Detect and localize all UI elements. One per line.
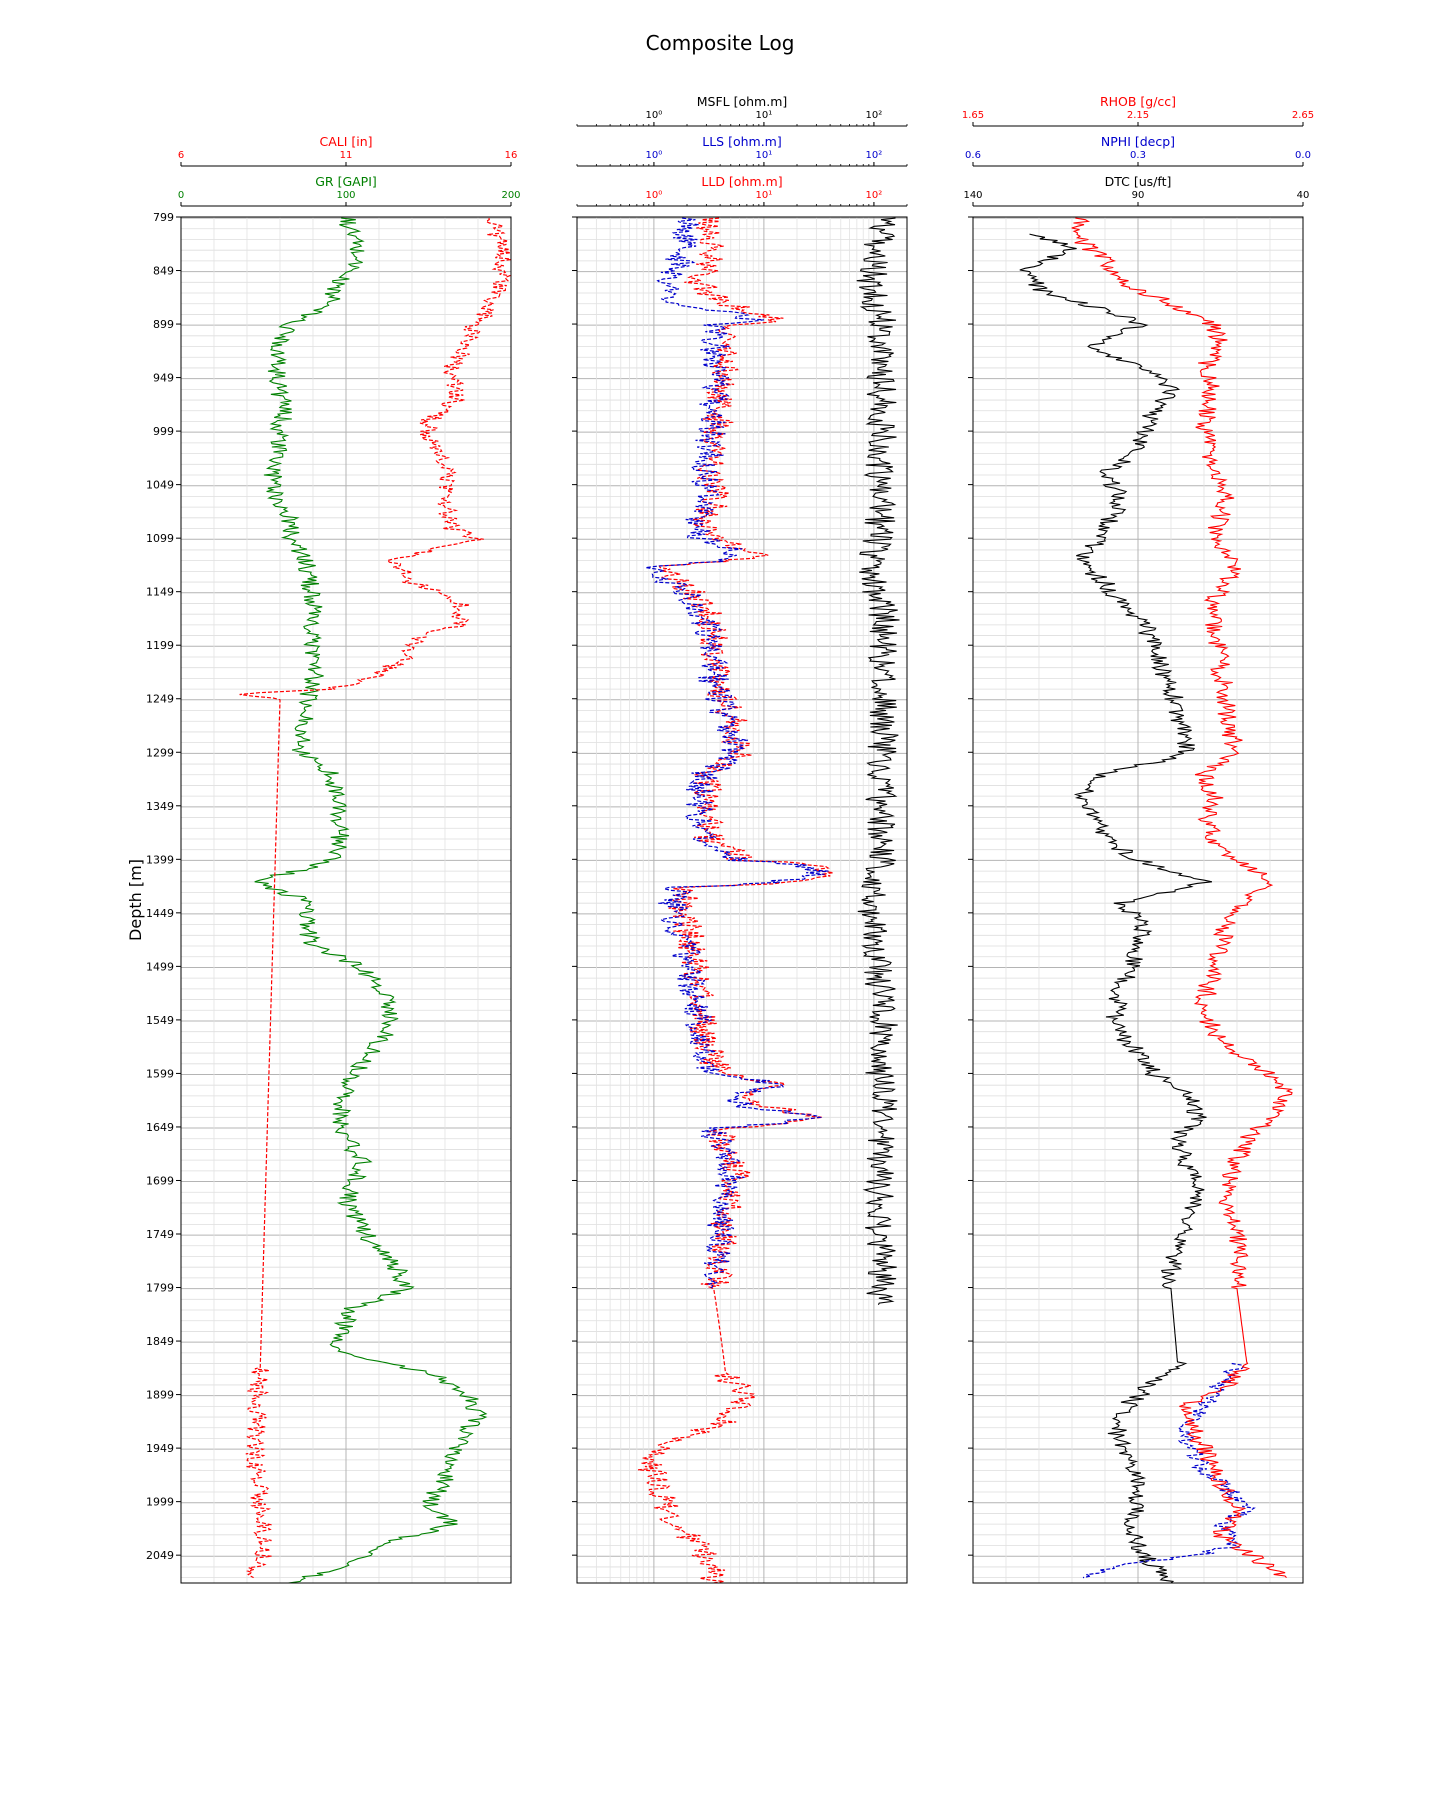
axis-tick-label: 10¹ — [756, 190, 773, 201]
track-frame — [576, 216, 908, 1584]
curve-nphi — [1082, 1362, 1256, 1579]
depth-tick-label: 1549 — [146, 1014, 174, 1027]
depth-tick-label: 1849 — [146, 1335, 174, 1348]
axis-label: LLS [ohm.m] — [702, 134, 782, 149]
axis-tick-label: 10¹ — [756, 150, 773, 161]
axis-tick-label: 16 — [505, 150, 518, 161]
depth-tick-label: 1199 — [146, 639, 174, 652]
axis-rhob: 1.65 2.15 2.65 RHOB [g/cc] — [962, 94, 1314, 127]
axis-label: CALI [in] — [319, 134, 372, 149]
axis-dtc: 140 90 40 DTC [us/ft] — [963, 174, 1310, 207]
depth-tick-label: 1599 — [146, 1067, 174, 1080]
depth-tick-label: 849 — [153, 265, 174, 278]
axis-lld: 10⁰ 10¹ 10² LLD [ohm.m] — [576, 174, 908, 207]
curve-cali — [239, 218, 511, 1579]
chart-title: Composite Log — [646, 31, 795, 55]
depth-tick-label: 1499 — [146, 960, 174, 973]
axis-label: MSFL [ohm.m] — [697, 94, 788, 109]
depth-tick-label: 1649 — [146, 1121, 174, 1134]
axis-tick-label: 140 — [963, 190, 982, 201]
curves — [1019, 217, 1293, 1583]
axis-lls: 10⁰ 10¹ 10² LLS [ohm.m] — [576, 134, 908, 167]
axis-tick-label: 6 — [178, 150, 184, 161]
depth-tick-label: 1899 — [146, 1389, 174, 1402]
depth-tick-label: 1299 — [146, 746, 174, 759]
axis-label: DTC [us/ft] — [1105, 174, 1172, 189]
axis-tick-label: 2.15 — [1127, 110, 1149, 121]
depth-tick-label: 1249 — [146, 693, 174, 706]
axis-tick-label: 90 — [1132, 190, 1145, 201]
depth-tick-label: 1399 — [146, 853, 174, 866]
depth-tick-label: 1999 — [146, 1496, 174, 1509]
depth-tick-label: 949 — [153, 372, 174, 385]
depth-tick-label: 999 — [153, 425, 174, 438]
depth-tick-label: 1049 — [146, 479, 174, 492]
axis-label: GR [GAPI] — [315, 174, 377, 189]
axis-tick-label: 0.3 — [1130, 150, 1146, 161]
depth-tick-label: 899 — [153, 318, 174, 331]
curve-rhob — [1071, 217, 1293, 1578]
depth-tick-label: 1699 — [146, 1174, 174, 1187]
curve-lls — [645, 217, 829, 1290]
track-frame — [972, 216, 1304, 1584]
depth-tick-label: 1749 — [146, 1228, 174, 1241]
axis-tick-label: 10⁰ — [646, 110, 663, 121]
axis-tick-label: 0.0 — [1295, 150, 1311, 161]
grid — [181, 217, 511, 1583]
grid — [973, 217, 1303, 1583]
curves — [637, 217, 900, 1583]
curve-lld — [637, 217, 834, 1583]
curve-msfl — [856, 217, 900, 1305]
axis-label: NPHI [decp] — [1101, 134, 1175, 149]
plot-area: 799 849 899 949 999 1049 1099 1149 1199 1249 1299 1… — [146, 94, 1314, 1584]
depth-tick-label: 1449 — [146, 907, 174, 920]
curve-dtc — [1019, 233, 1213, 1583]
axis-tick-label: 0.6 — [965, 150, 981, 161]
track-2: 10⁰ 10¹ 10² LLD [ohm.m] 10⁰ 10¹ 10² LLS [ohm.m]… — [572, 94, 908, 1584]
axis-label: LLD [ohm.m] — [701, 174, 782, 189]
depth-tick-label: 799 — [153, 211, 174, 224]
axis-tick-label: 1.65 — [962, 110, 984, 121]
track-3: 140 90 40 DTC [us/ft] 0.6 0.3 0.0 NPHI [decp] 1.… — [962, 94, 1314, 1584]
depth-tick-label: 1099 — [146, 532, 174, 545]
axis-cali: 6 11 16 CALI [in] — [178, 134, 518, 167]
depth-axis-label: Depth [m] — [126, 859, 145, 941]
depth-tick-label: 1349 — [146, 800, 174, 813]
axis-tick-label: 10² — [866, 190, 883, 201]
depth-tick-label: 1149 — [146, 586, 174, 599]
axis-tick-label: 0 — [178, 190, 184, 201]
axis-tick-label: 200 — [501, 190, 520, 201]
axis-tick-label: 10² — [866, 110, 883, 121]
depth-tick-label: 2049 — [146, 1549, 174, 1562]
axis-tick-label: 100 — [336, 190, 355, 201]
track-frame — [180, 216, 512, 1584]
axis-nphi: 0.6 0.3 0.0 NPHI [decp] — [965, 134, 1311, 167]
axis-tick-label: 2.65 — [1292, 110, 1314, 121]
axis-tick-label: 40 — [1297, 190, 1310, 201]
curve-gr — [254, 217, 488, 1583]
depth-tick-label: 1949 — [146, 1442, 174, 1455]
axis-tick-label: 10¹ — [756, 110, 773, 121]
track-1: 799 849 899 949 999 1049 1099 1149 1199 1249 1299 1… — [146, 134, 521, 1584]
axis-tick-label: 10² — [866, 150, 883, 161]
axis-label: RHOB [g/cc] — [1100, 94, 1176, 109]
axis-tick-label: 10⁰ — [646, 190, 663, 201]
axis-gr: 0 100 200 GR [GAPI] — [178, 174, 521, 207]
grid — [576, 217, 908, 1583]
depth-tick-label: 1799 — [146, 1282, 174, 1295]
axis-tick-label: 10⁰ — [646, 150, 663, 161]
axis-tick-label: 11 — [340, 150, 353, 161]
axis-msfl: 10⁰ 10¹ 10² MSFL [ohm.m] — [576, 94, 908, 127]
curves — [239, 217, 511, 1583]
